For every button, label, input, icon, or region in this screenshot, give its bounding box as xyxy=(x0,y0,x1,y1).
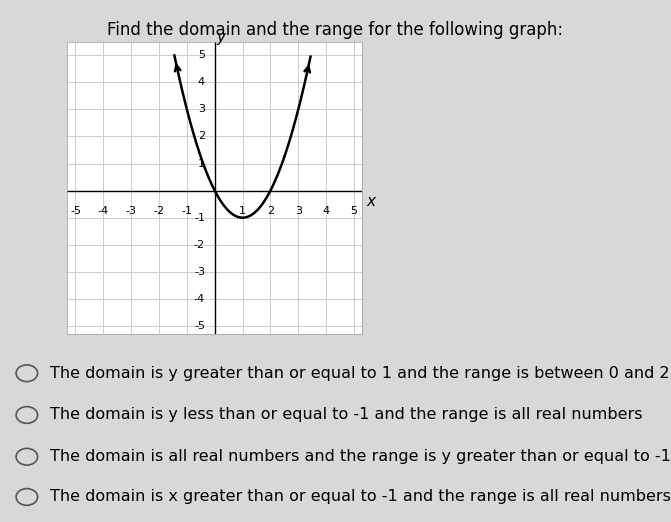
Text: -2: -2 xyxy=(194,240,205,250)
Text: -2: -2 xyxy=(154,206,164,216)
Text: 2: 2 xyxy=(267,206,274,216)
Text: y: y xyxy=(216,30,225,45)
Text: -1: -1 xyxy=(181,206,193,216)
Text: -3: -3 xyxy=(125,206,137,216)
Text: 5: 5 xyxy=(198,50,205,61)
Text: -3: -3 xyxy=(194,267,205,277)
Text: 3: 3 xyxy=(295,206,302,216)
Text: -1: -1 xyxy=(194,212,205,223)
Text: The domain is y greater than or equal to 1 and the range is between 0 and 2: The domain is y greater than or equal to… xyxy=(50,366,670,381)
Text: The domain is all real numbers and the range is y greater than or equal to -1: The domain is all real numbers and the r… xyxy=(50,449,671,464)
Text: 3: 3 xyxy=(198,104,205,114)
Text: 2: 2 xyxy=(198,132,205,141)
Text: -5: -5 xyxy=(70,206,81,216)
Text: Find the domain and the range for the following graph:: Find the domain and the range for the fo… xyxy=(107,21,564,39)
Text: 4: 4 xyxy=(198,77,205,87)
Text: x: x xyxy=(366,194,375,209)
Text: 1: 1 xyxy=(239,206,246,216)
Text: -4: -4 xyxy=(194,294,205,304)
Text: 1: 1 xyxy=(198,159,205,169)
Text: 5: 5 xyxy=(350,206,358,216)
Text: 4: 4 xyxy=(323,206,329,216)
Text: -4: -4 xyxy=(98,206,109,216)
Text: -5: -5 xyxy=(194,321,205,331)
Text: The domain is x greater than or equal to -1 and the range is all real numbers: The domain is x greater than or equal to… xyxy=(50,490,671,504)
Text: The domain is y less than or equal to -1 and the range is all real numbers: The domain is y less than or equal to -1… xyxy=(50,408,643,422)
